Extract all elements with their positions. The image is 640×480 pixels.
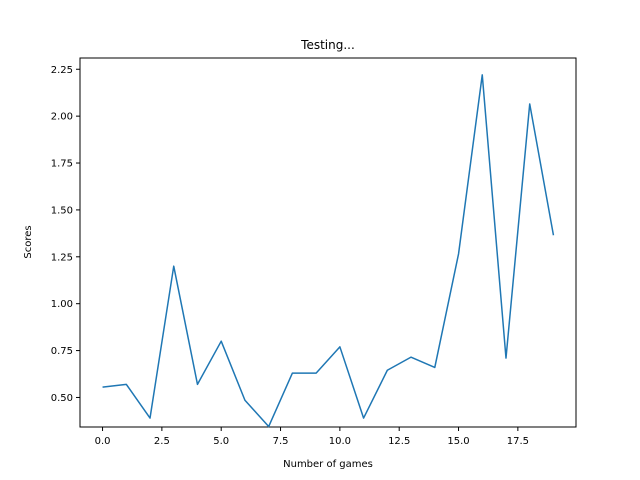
chart-title: Testing... [300,38,355,52]
x-tick-label: 15.0 [447,436,469,447]
y-tick-label: 1.25 [51,252,73,263]
y-tick-label: 1.00 [51,299,73,310]
x-tick-label: 2.5 [154,436,170,447]
x-tick-label: 7.5 [273,436,289,447]
y-tick-label: 2.25 [51,65,73,76]
y-axis: 0.50 0.75 1.00 1.25 1.50 1.75 2.00 2.25 [51,65,80,404]
y-tick-label: 1.50 [51,205,73,216]
x-tick-label: 0.0 [95,436,111,447]
y-tick-label: 1.75 [51,159,73,170]
y-axis-label: Scores [23,225,34,258]
y-tick-label: 2.00 [51,112,73,123]
x-tick-label: 5.0 [213,436,229,447]
plot-area-frame [79,57,577,428]
series-group [102,74,555,428]
y-tick-label: 0.50 [51,393,73,404]
y-tick-label: 0.75 [51,346,73,357]
x-tick-label: 17.5 [507,436,529,447]
x-axis: 0.0 2.5 5.0 7.5 10.0 12.5 15.0 17.5 [95,427,529,447]
x-axis-label: Number of games [283,459,373,470]
x-tick-label: 10.0 [329,436,351,447]
series-line [102,74,555,428]
x-tick-label: 12.5 [388,436,410,447]
